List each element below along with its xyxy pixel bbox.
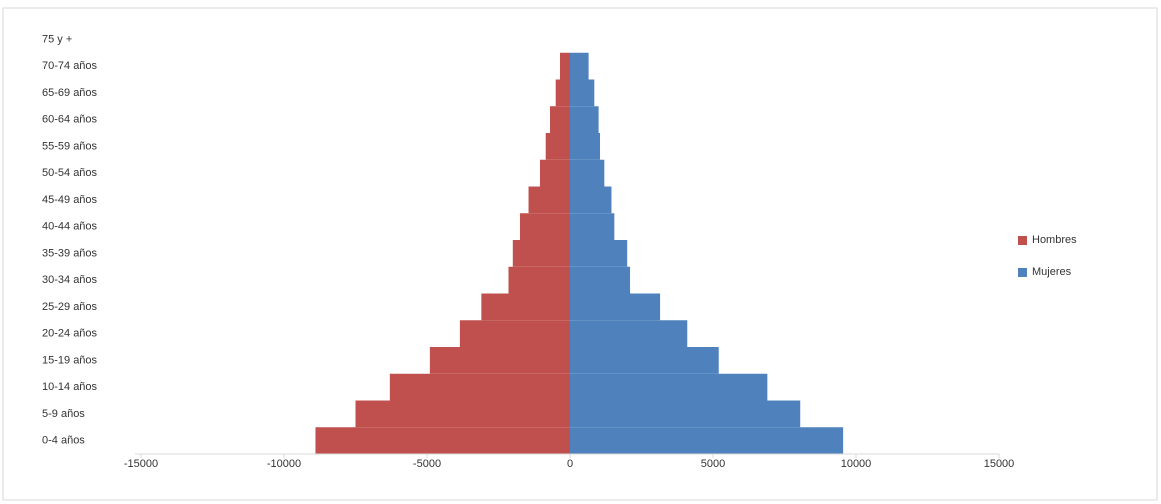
y-tick-label: 10-14 años — [42, 381, 98, 393]
bar — [570, 400, 801, 428]
bar — [570, 373, 768, 401]
legend-label: Hombres — [1032, 234, 1077, 246]
legend-swatch — [1018, 268, 1027, 277]
bar — [512, 240, 570, 267]
x-tick-label: 5000 — [701, 458, 725, 470]
y-tick-label: 65-69 años — [42, 87, 98, 99]
bar — [570, 133, 601, 160]
bar — [315, 427, 570, 454]
y-tick-label: 60-64 años — [42, 114, 98, 126]
bar — [429, 347, 570, 374]
x-tick-label: -15000 — [124, 458, 158, 470]
y-tick-label: 15-19 años — [42, 354, 98, 366]
y-tick-label: 75 y + — [42, 33, 72, 45]
x-tick-label: 15000 — [984, 458, 1015, 470]
bar — [528, 186, 570, 214]
bar — [570, 427, 844, 454]
bar — [570, 240, 628, 267]
bar — [570, 213, 615, 240]
y-tick-label: 55-59 años — [42, 140, 98, 152]
bar — [555, 79, 570, 107]
bar — [539, 159, 570, 187]
bar — [570, 52, 589, 80]
y-tick-label: 35-39 años — [42, 247, 98, 259]
y-tick-label: 25-29 años — [42, 301, 98, 313]
legend-swatch — [1018, 236, 1027, 245]
x-tick-label: 0 — [567, 458, 573, 470]
bar — [570, 320, 688, 347]
bar — [355, 400, 570, 428]
y-tick-label: 0-4 años — [42, 435, 85, 447]
bar — [570, 293, 661, 321]
bar — [459, 320, 570, 347]
y-tick-label: 5-9 años — [42, 408, 85, 420]
bar — [508, 266, 570, 294]
bar — [570, 159, 605, 187]
y-tick-label: 40-44 años — [42, 221, 98, 233]
bar — [481, 293, 570, 321]
x-tick-label: 10000 — [841, 458, 872, 470]
bar — [570, 347, 719, 374]
bar — [570, 79, 595, 107]
y-tick-label: 45-49 años — [42, 194, 98, 206]
bar — [549, 106, 570, 133]
bar — [559, 52, 570, 80]
bar — [570, 106, 599, 133]
x-tick-label: -10000 — [267, 458, 301, 470]
y-tick-label: 50-54 años — [42, 167, 98, 179]
y-tick-label: 70-74 años — [42, 60, 98, 72]
bar — [570, 266, 631, 294]
bar — [570, 186, 612, 214]
legend-label: Mujeres — [1032, 266, 1072, 278]
bar — [389, 373, 570, 401]
bar — [519, 213, 570, 240]
bar — [545, 133, 570, 160]
x-tick-label: -5000 — [413, 458, 441, 470]
y-tick-label: 30-34 años — [42, 274, 98, 286]
y-tick-label: 20-24 años — [42, 328, 98, 340]
